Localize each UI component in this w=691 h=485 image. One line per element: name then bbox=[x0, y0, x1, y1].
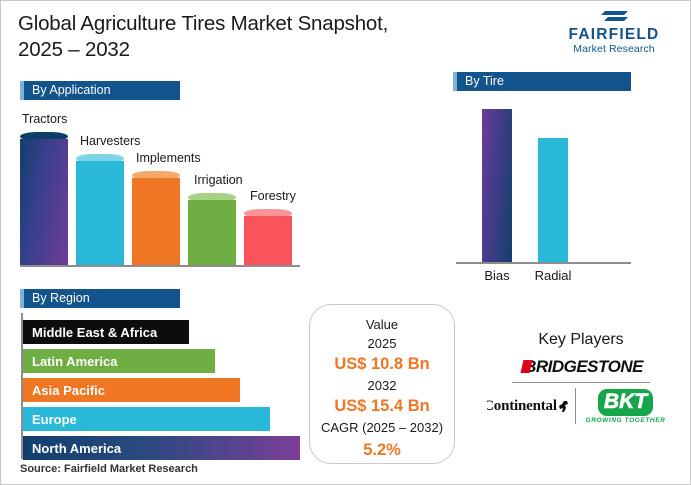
bar-label-asia-pacific: Asia Pacific bbox=[32, 382, 105, 398]
section-header-by-tire: By Tire bbox=[453, 72, 631, 91]
bar-north-america: North America bbox=[23, 436, 300, 460]
players-divider bbox=[512, 382, 650, 383]
bar-body bbox=[244, 216, 292, 265]
bar-label-harvesters: Harvesters bbox=[80, 134, 141, 148]
bkt-logo-text: BKT bbox=[603, 389, 648, 413]
bar-label-forestry: Forestry bbox=[250, 189, 296, 203]
bar-cap bbox=[76, 154, 124, 163]
bar-label-tractors: Tractors bbox=[22, 112, 68, 126]
fairfield-logo-tagline: Market Research bbox=[573, 43, 655, 55]
bar-bias: Bias bbox=[482, 109, 512, 283]
fairfield-logo: FAIRFIELD Market Research bbox=[552, 9, 676, 56]
chart-by-region: Middle East & Africa Latin America Asia … bbox=[21, 313, 311, 460]
value-summary-box: Value 2025 US$ 10.8 Bn 2032 US$ 15.4 Bn … bbox=[309, 304, 455, 464]
section-header-by-region: By Region bbox=[20, 289, 180, 308]
bar-cap bbox=[20, 132, 68, 141]
bar-implements: Implements bbox=[132, 151, 201, 265]
source-note: Source: Fairfield Market Research bbox=[20, 463, 198, 475]
bar-body bbox=[538, 138, 568, 262]
bar-cap bbox=[188, 193, 236, 202]
continental-horse-icon bbox=[558, 400, 569, 413]
value-base-year: 2025 bbox=[367, 336, 397, 351]
bar-label-latin-america: Latin America bbox=[32, 353, 118, 369]
bar-body bbox=[132, 178, 180, 265]
bar-forestry: Forestry bbox=[244, 189, 296, 265]
bar-label-north-america: North America bbox=[32, 440, 122, 456]
section-header-by-application: By Application bbox=[20, 81, 180, 100]
bar-label-middle-east-africa: Middle East & Africa bbox=[32, 324, 158, 340]
bkt-tagline: GROWING TOGETHER bbox=[585, 416, 666, 424]
page-title-line2: 2025 – 2032 bbox=[18, 38, 130, 61]
section-header-label: By Tire bbox=[465, 74, 504, 88]
bar-label-radial: Radial bbox=[534, 268, 572, 283]
continental-logo: Continental bbox=[487, 387, 575, 425]
bar-label-irrigation: Irrigation bbox=[194, 173, 243, 187]
bar-body bbox=[20, 139, 68, 265]
bar-irrigation: Irrigation bbox=[188, 173, 243, 265]
bridgestone-logo: BRIDGESTONE bbox=[519, 357, 643, 377]
section-header-label: By Region bbox=[32, 291, 90, 305]
bar-label-bias: Bias bbox=[484, 268, 510, 283]
page-title-line1: Global Agriculture Tires Market Snapshot… bbox=[18, 12, 389, 35]
key-players-section: Key Players BRIDGESTONE Continental BKT … bbox=[481, 331, 681, 461]
bar-latin-america: Latin America bbox=[23, 349, 215, 373]
bar-label-europe: Europe bbox=[32, 411, 77, 427]
bar-middle-east-africa: Middle East & Africa bbox=[23, 320, 189, 344]
section-header-label: By Application bbox=[32, 83, 111, 97]
bar-radial: Radial bbox=[535, 138, 571, 283]
fairfield-logo-mark-icon bbox=[552, 9, 676, 26]
bar-asia-pacific: Asia Pacific bbox=[23, 378, 240, 402]
bar-label-implements: Implements bbox=[136, 151, 201, 165]
chart-axis bbox=[21, 313, 23, 459]
bkt-logo: BKT GROWING TOGETHER bbox=[576, 387, 676, 425]
bkt-logo-plate: BKT bbox=[597, 388, 654, 416]
value-base-amount: US$ 10.8 Bn bbox=[334, 355, 430, 373]
section-accent-bar bbox=[453, 72, 457, 91]
value-forecast-year: 2032 bbox=[367, 378, 397, 393]
fairfield-logo-name: FAIRFIELD bbox=[568, 26, 660, 43]
bridgestone-logo-text: BRIDGESTONE bbox=[524, 357, 643, 376]
continental-logo-text: Continental bbox=[486, 397, 558, 414]
bar-body bbox=[482, 109, 512, 262]
section-accent-bar bbox=[20, 289, 24, 308]
chart-baseline bbox=[20, 265, 300, 267]
key-player-row-1: BRIDGESTONE bbox=[481, 357, 681, 377]
players-vertical-divider bbox=[574, 388, 576, 424]
cagr-value: 5.2% bbox=[363, 441, 401, 459]
value-heading: Value bbox=[365, 317, 399, 332]
bar-europe: Europe bbox=[23, 407, 270, 431]
bar-cap bbox=[132, 171, 180, 180]
bar-tractors: Tractors bbox=[20, 112, 68, 265]
chart-by-tire: Bias Radial bbox=[456, 101, 631, 283]
bar-body bbox=[76, 161, 124, 265]
page-title: Global Agriculture Tires Market Snapshot… bbox=[18, 11, 448, 63]
value-forecast-amount: US$ 15.4 Bn bbox=[334, 397, 430, 415]
section-accent-bar bbox=[20, 81, 24, 100]
key-player-row-2: Continental BKT GROWING TOGETHER bbox=[481, 387, 681, 425]
key-players-title: Key Players bbox=[538, 331, 624, 348]
bar-cap bbox=[244, 209, 292, 218]
chart-baseline bbox=[456, 262, 631, 264]
chart-by-application: Tractors Harvesters Implements Irrigatio… bbox=[20, 112, 300, 267]
bar-body bbox=[188, 200, 236, 265]
bar-harvesters: Harvesters bbox=[76, 134, 140, 265]
cagr-label: CAGR (2025 – 2032) bbox=[320, 420, 444, 435]
